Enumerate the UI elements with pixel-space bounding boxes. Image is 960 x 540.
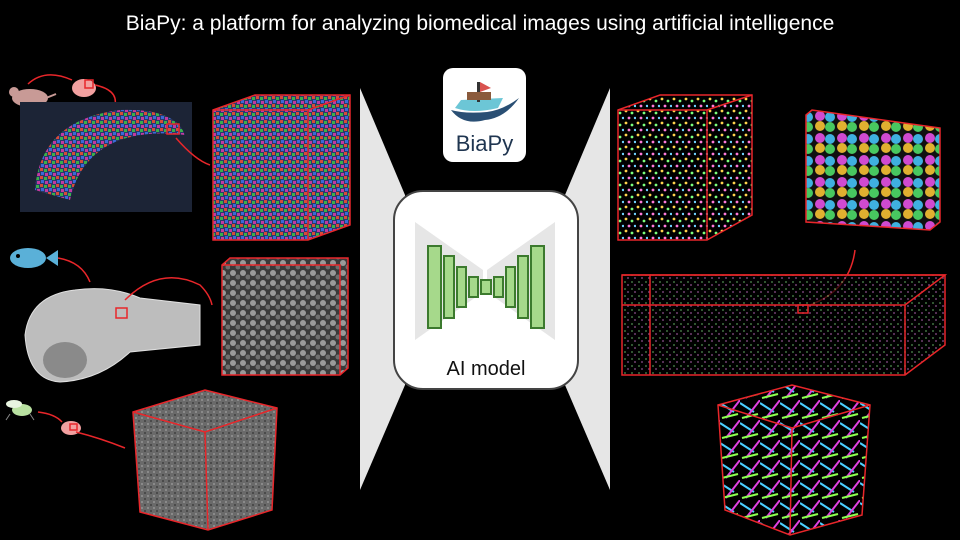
zebrafish-eye [43, 342, 87, 378]
cell-segmentation-cube [805, 109, 941, 231]
em-volume-cube-3 [132, 389, 278, 531]
page-title: BiaPy: a platform for analyzing biomedic… [125, 12, 835, 35]
output-funnel [565, 88, 610, 490]
model-label: AI model [446, 358, 526, 380]
arrow [57, 257, 91, 283]
instance-segmentation-volume [621, 274, 948, 376]
zoom-region [166, 123, 180, 135]
biapy-logo: BiaPy [443, 68, 526, 162]
nuclei-detection-cube [617, 94, 753, 241]
zoom-region [115, 307, 128, 319]
mitochondria-segmentation-cube [717, 384, 871, 536]
brain-icon [61, 421, 81, 435]
brain-icon [72, 79, 96, 97]
logo-text: BiaPy [455, 131, 514, 156]
arrow [124, 277, 213, 306]
arrow [75, 431, 126, 449]
em-volume-cube-2 [221, 257, 349, 376]
hippocampus-tissue [35, 109, 185, 200]
arrow [175, 137, 211, 166]
ai-model-box: AI model [393, 190, 579, 390]
fish-icon [10, 248, 58, 268]
em-volume-cube-1 [212, 94, 351, 241]
arrow [37, 411, 63, 423]
fly-icon [5, 400, 35, 421]
arrow [27, 74, 73, 85]
unet-icon [415, 222, 555, 340]
input-funnel [360, 88, 405, 490]
ship-icon [451, 82, 519, 122]
